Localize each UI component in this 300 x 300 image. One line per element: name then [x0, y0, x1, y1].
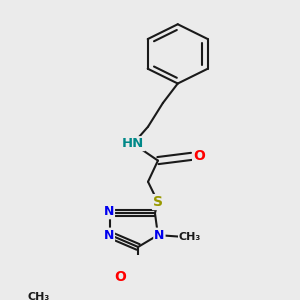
Text: N: N [154, 229, 165, 242]
Text: O: O [193, 149, 205, 163]
Text: N: N [104, 229, 114, 242]
Text: HN: HN [122, 137, 144, 150]
Text: O: O [114, 270, 126, 283]
Text: CH₃: CH₃ [179, 232, 201, 242]
Text: S: S [153, 195, 163, 209]
Text: N: N [104, 205, 114, 218]
Text: CH₃: CH₃ [27, 292, 49, 300]
